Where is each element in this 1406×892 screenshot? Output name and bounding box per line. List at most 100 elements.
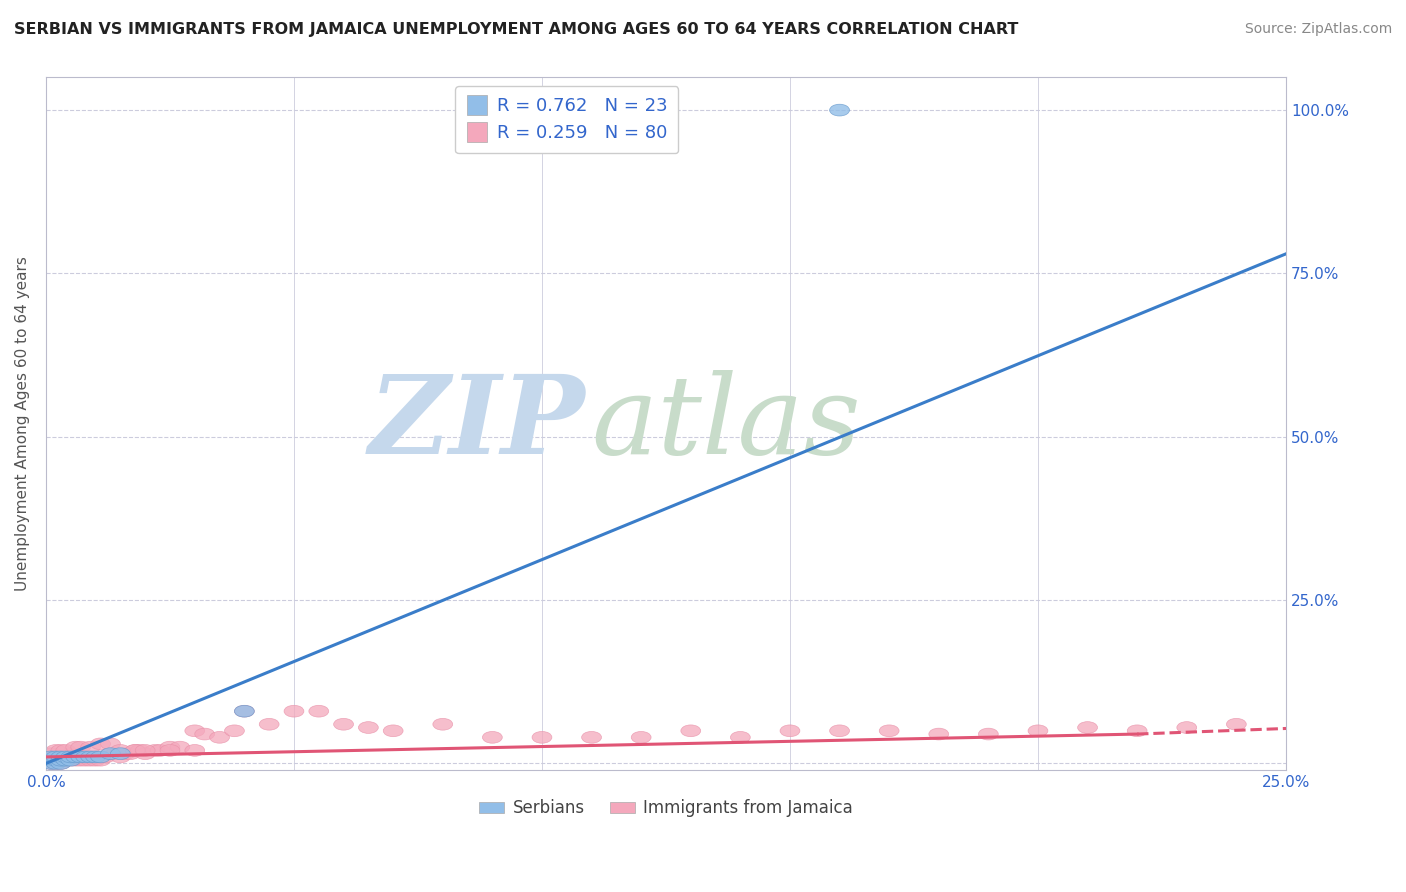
Text: SERBIAN VS IMMIGRANTS FROM JAMAICA UNEMPLOYMENT AMONG AGES 60 TO 64 YEARS CORREL: SERBIAN VS IMMIGRANTS FROM JAMAICA UNEMP… bbox=[14, 22, 1018, 37]
Ellipse shape bbox=[115, 747, 135, 760]
Ellipse shape bbox=[131, 745, 150, 756]
Ellipse shape bbox=[125, 745, 145, 756]
Ellipse shape bbox=[135, 745, 155, 756]
Ellipse shape bbox=[259, 718, 278, 731]
Ellipse shape bbox=[160, 741, 180, 753]
Ellipse shape bbox=[582, 731, 602, 743]
Ellipse shape bbox=[90, 738, 111, 750]
Ellipse shape bbox=[111, 747, 131, 760]
Ellipse shape bbox=[90, 751, 111, 763]
Ellipse shape bbox=[51, 757, 70, 769]
Ellipse shape bbox=[830, 104, 849, 116]
Ellipse shape bbox=[111, 745, 131, 756]
Ellipse shape bbox=[51, 757, 70, 769]
Ellipse shape bbox=[66, 751, 86, 763]
Ellipse shape bbox=[929, 728, 949, 740]
Ellipse shape bbox=[80, 751, 101, 763]
Ellipse shape bbox=[90, 755, 111, 766]
Ellipse shape bbox=[531, 731, 553, 743]
Ellipse shape bbox=[209, 731, 229, 743]
Ellipse shape bbox=[51, 755, 70, 766]
Ellipse shape bbox=[70, 755, 90, 766]
Ellipse shape bbox=[51, 745, 70, 756]
Ellipse shape bbox=[482, 731, 502, 743]
Ellipse shape bbox=[101, 747, 121, 760]
Ellipse shape bbox=[384, 725, 404, 737]
Ellipse shape bbox=[66, 755, 86, 766]
Ellipse shape bbox=[56, 751, 76, 763]
Text: atlas: atlas bbox=[592, 370, 862, 477]
Ellipse shape bbox=[80, 755, 101, 766]
Ellipse shape bbox=[70, 741, 90, 753]
Legend: Serbians, Immigrants from Jamaica: Serbians, Immigrants from Jamaica bbox=[472, 793, 859, 824]
Ellipse shape bbox=[150, 745, 170, 756]
Ellipse shape bbox=[145, 745, 165, 756]
Ellipse shape bbox=[433, 718, 453, 731]
Ellipse shape bbox=[184, 725, 205, 737]
Ellipse shape bbox=[60, 755, 80, 766]
Ellipse shape bbox=[41, 757, 60, 769]
Ellipse shape bbox=[60, 747, 80, 760]
Ellipse shape bbox=[90, 751, 111, 763]
Ellipse shape bbox=[1226, 718, 1246, 731]
Ellipse shape bbox=[309, 706, 329, 717]
Ellipse shape bbox=[125, 745, 145, 756]
Ellipse shape bbox=[101, 747, 121, 760]
Ellipse shape bbox=[56, 751, 76, 763]
Ellipse shape bbox=[333, 718, 353, 731]
Ellipse shape bbox=[1128, 725, 1147, 737]
Ellipse shape bbox=[66, 751, 86, 763]
Ellipse shape bbox=[51, 755, 70, 766]
Ellipse shape bbox=[105, 747, 125, 760]
Ellipse shape bbox=[46, 751, 66, 763]
Ellipse shape bbox=[731, 731, 751, 743]
Ellipse shape bbox=[631, 731, 651, 743]
Ellipse shape bbox=[76, 755, 96, 766]
Ellipse shape bbox=[41, 757, 60, 769]
Ellipse shape bbox=[86, 751, 105, 763]
Ellipse shape bbox=[111, 751, 131, 763]
Y-axis label: Unemployment Among Ages 60 to 64 years: Unemployment Among Ages 60 to 64 years bbox=[15, 256, 30, 591]
Ellipse shape bbox=[830, 725, 849, 737]
Ellipse shape bbox=[76, 751, 96, 763]
Ellipse shape bbox=[96, 751, 115, 763]
Ellipse shape bbox=[60, 751, 80, 763]
Ellipse shape bbox=[66, 741, 86, 753]
Ellipse shape bbox=[170, 741, 190, 753]
Ellipse shape bbox=[780, 725, 800, 737]
Ellipse shape bbox=[979, 728, 998, 740]
Ellipse shape bbox=[46, 757, 66, 769]
Ellipse shape bbox=[41, 755, 60, 766]
Ellipse shape bbox=[41, 755, 60, 766]
Ellipse shape bbox=[195, 728, 215, 740]
Ellipse shape bbox=[160, 745, 180, 756]
Ellipse shape bbox=[70, 751, 90, 763]
Ellipse shape bbox=[51, 751, 70, 763]
Ellipse shape bbox=[46, 751, 66, 763]
Ellipse shape bbox=[1077, 722, 1098, 733]
Ellipse shape bbox=[121, 747, 141, 760]
Ellipse shape bbox=[1177, 722, 1197, 733]
Ellipse shape bbox=[46, 755, 66, 766]
Ellipse shape bbox=[235, 706, 254, 717]
Ellipse shape bbox=[184, 745, 205, 756]
Ellipse shape bbox=[56, 755, 76, 766]
Ellipse shape bbox=[235, 706, 254, 717]
Ellipse shape bbox=[56, 755, 76, 766]
Ellipse shape bbox=[70, 751, 90, 763]
Ellipse shape bbox=[1028, 725, 1047, 737]
Ellipse shape bbox=[86, 751, 105, 763]
Ellipse shape bbox=[60, 751, 80, 763]
Ellipse shape bbox=[41, 747, 60, 760]
Ellipse shape bbox=[359, 722, 378, 733]
Text: Source: ZipAtlas.com: Source: ZipAtlas.com bbox=[1244, 22, 1392, 37]
Ellipse shape bbox=[80, 751, 101, 763]
Ellipse shape bbox=[60, 755, 80, 766]
Ellipse shape bbox=[51, 751, 70, 763]
Ellipse shape bbox=[681, 725, 700, 737]
Text: ZIP: ZIP bbox=[368, 370, 585, 477]
Ellipse shape bbox=[56, 745, 76, 756]
Ellipse shape bbox=[101, 738, 121, 750]
Ellipse shape bbox=[86, 755, 105, 766]
Ellipse shape bbox=[284, 706, 304, 717]
